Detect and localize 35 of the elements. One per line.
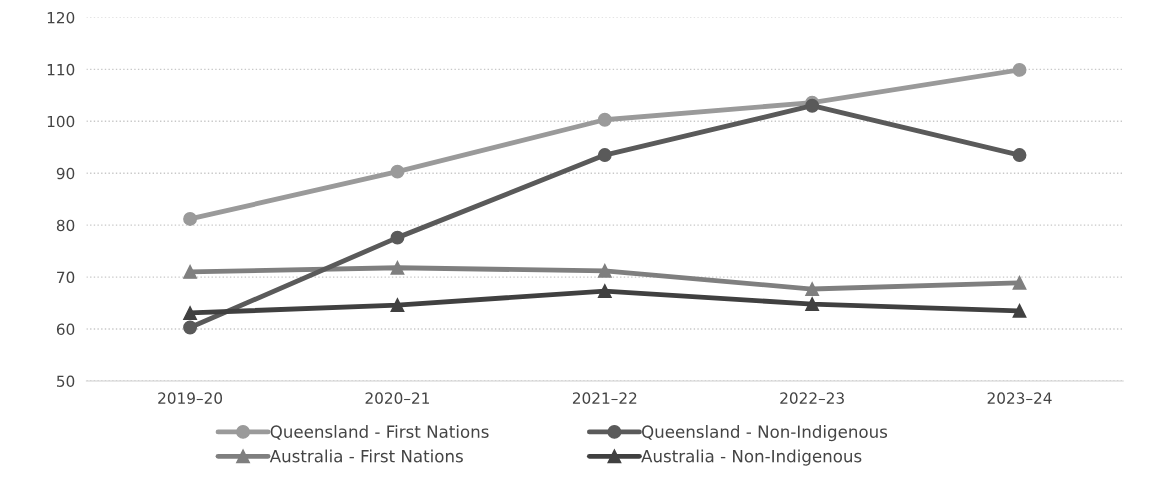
point (390, 230, 405, 245)
point (805, 282, 820, 296)
x-tick-label: 2023–24 (987, 392, 1052, 404)
y-tick-label: 90 (56, 167, 75, 180)
y-tick-label: 80 (56, 219, 75, 232)
point (390, 164, 405, 179)
y-tick-label: 120 (47, 11, 75, 24)
point (1012, 275, 1027, 290)
legend-label: Australia - Non-Indigenous (641, 449, 862, 466)
x-tick-label: 2022–23 (780, 392, 844, 404)
point (597, 112, 612, 127)
x-tick-label: 2021–22 (572, 392, 637, 404)
point (390, 298, 405, 313)
legend-label: Australia - First Nations (269, 449, 463, 463)
legend-label: Queensland - First Nations (270, 425, 489, 440)
y-tick-label: 110 (47, 63, 75, 76)
point (183, 211, 198, 226)
point (1012, 62, 1027, 77)
y-tick-label: 100 (47, 115, 75, 128)
point (805, 297, 820, 312)
legend-label: Queensland - Non-Indigenous (642, 425, 888, 442)
x-tick-label: 2020–21 (365, 392, 430, 404)
point (597, 284, 612, 299)
point (1012, 303, 1027, 318)
point (183, 320, 198, 335)
y-tick-label: 70 (57, 271, 75, 284)
y-tick-label: 50 (57, 375, 75, 387)
point (597, 263, 612, 278)
point (597, 148, 612, 163)
point (390, 260, 405, 275)
x-tick-label: 2019–20 (158, 392, 223, 404)
point (183, 305, 198, 320)
y-tick-label: 60 (56, 323, 75, 336)
point (1012, 148, 1027, 163)
point (183, 264, 198, 279)
